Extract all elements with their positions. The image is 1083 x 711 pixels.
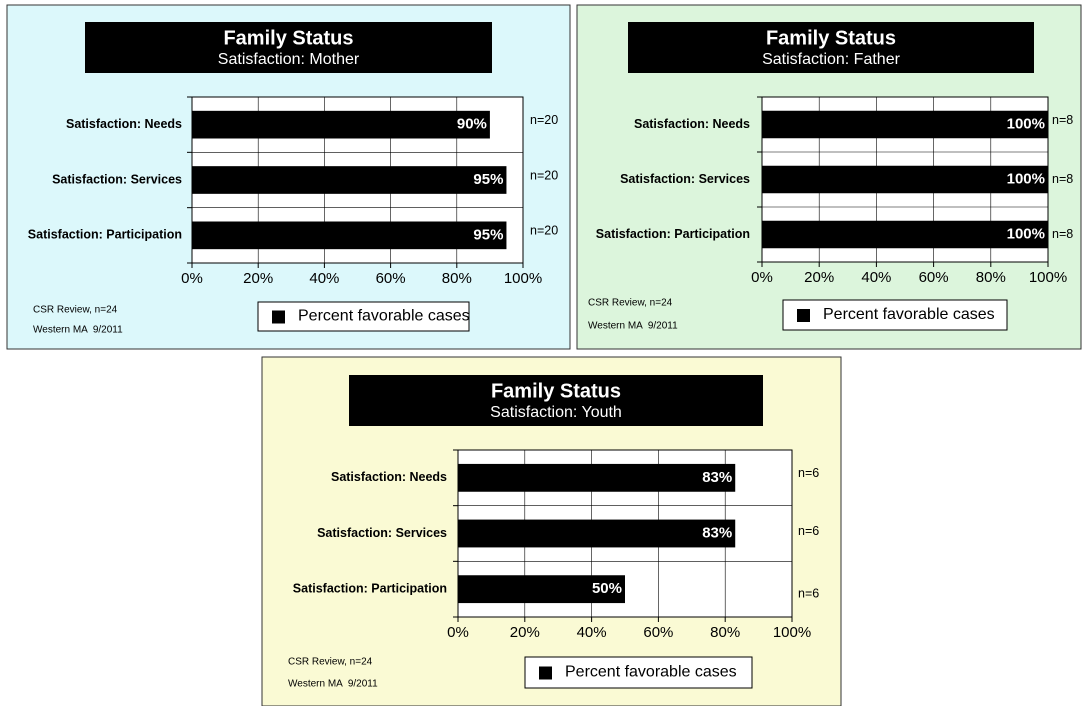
n-annotation: n=6: [798, 586, 819, 600]
bar: [762, 110, 1048, 139]
footnote: Western MA 9/2011: [588, 321, 678, 332]
bar: [762, 165, 1048, 194]
data-label: 95%: [473, 226, 503, 243]
category-label: Satisfaction: Services: [52, 172, 182, 186]
title-box: [628, 22, 1034, 73]
footnote: CSR Review, n=24: [588, 298, 673, 309]
data-label: 83%: [702, 469, 732, 486]
n-annotation: n=8: [1052, 113, 1073, 127]
x-tick-label: 100%: [773, 624, 811, 641]
x-tick-label: 100%: [504, 270, 542, 287]
n-annotation: n=20: [530, 113, 558, 127]
footnote: Western MA 9/2011: [33, 325, 123, 336]
n-annotation: n=20: [530, 224, 558, 238]
legend-box: [257, 301, 470, 332]
x-tick-label: 40%: [861, 269, 891, 286]
bar: [192, 221, 507, 250]
footnote: Western MA 9/2011: [288, 679, 378, 690]
n-annotation: n=8: [1052, 227, 1073, 241]
category-label: Satisfaction: Needs: [331, 470, 447, 484]
chart-title: Family Status: [491, 380, 621, 402]
legend-swatch: [797, 309, 810, 322]
chart-panel: Family Status Satisfaction: Father 0% 20% 40…: [576, 4, 1082, 350]
n-annotation: n=8: [1052, 172, 1073, 186]
x-tick-label: 60%: [919, 269, 949, 286]
x-tick-label: 60%: [643, 624, 673, 641]
x-tick-label: 80%: [442, 270, 472, 287]
legend-label: Percent favorable cases: [823, 306, 995, 323]
chart-panel: Family Status Satisfaction: Mother 0% 20% 40…: [6, 4, 571, 350]
x-tick-label: 100%: [1029, 269, 1067, 286]
x-tick-label: 20%: [804, 269, 834, 286]
x-tick-label: 0%: [181, 270, 203, 287]
data-label: 100%: [1007, 170, 1045, 187]
chart-title: Family Status: [223, 27, 353, 49]
x-tick-label: 0%: [447, 624, 469, 641]
legend-label: Percent favorable cases: [565, 664, 737, 681]
chart-title: Family Status: [766, 27, 896, 49]
footnote: CSR Review, n=24: [288, 657, 373, 668]
x-tick-label: 80%: [710, 624, 740, 641]
category-label: Satisfaction: Needs: [66, 117, 182, 131]
legend-box: [782, 299, 1008, 331]
footnote: CSR Review, n=24: [33, 305, 118, 316]
title-box: [349, 375, 763, 426]
category-label: Satisfaction: Participation: [293, 581, 447, 595]
x-tick-label: 60%: [376, 270, 406, 287]
chart-panel: Family Status Satisfaction: Youth 0% 20% 40%…: [261, 356, 842, 707]
chart-subtitle: Satisfaction: Youth: [490, 404, 622, 421]
bar: [192, 166, 507, 194]
data-label: 90%: [457, 116, 487, 133]
x-tick-label: 20%: [510, 624, 540, 641]
x-tick-label: 40%: [577, 624, 607, 641]
category-label: Satisfaction: Participation: [28, 228, 182, 242]
data-label: 100%: [1007, 115, 1045, 132]
bar: [458, 519, 736, 548]
legend-swatch: [539, 666, 552, 680]
legend-label: Percent favorable cases: [298, 308, 470, 325]
category-label: Satisfaction: Services: [317, 526, 447, 540]
category-label: Satisfaction: Participation: [596, 227, 750, 241]
bar: [458, 575, 625, 604]
n-annotation: n=20: [530, 168, 558, 182]
x-tick-label: 20%: [243, 270, 273, 287]
category-label: Satisfaction: Needs: [634, 117, 750, 131]
data-label: 95%: [473, 171, 503, 188]
legend-swatch: [272, 310, 285, 324]
data-label: 83%: [702, 524, 732, 541]
n-annotation: n=6: [798, 466, 819, 480]
bar: [192, 110, 490, 139]
data-label: 100%: [1007, 225, 1045, 242]
title-box: [85, 22, 492, 73]
data-label: 50%: [592, 580, 622, 597]
n-annotation: n=6: [798, 524, 819, 538]
x-tick-label: 0%: [751, 269, 773, 286]
x-tick-label: 80%: [976, 269, 1006, 286]
x-tick-label: 40%: [309, 270, 339, 287]
category-label: Satisfaction: Services: [620, 172, 750, 186]
bar: [762, 220, 1048, 249]
legend-box: [524, 656, 753, 689]
bar: [458, 463, 736, 492]
chart-subtitle: Satisfaction: Father: [762, 51, 901, 68]
chart-subtitle: Satisfaction: Mother: [218, 51, 360, 68]
